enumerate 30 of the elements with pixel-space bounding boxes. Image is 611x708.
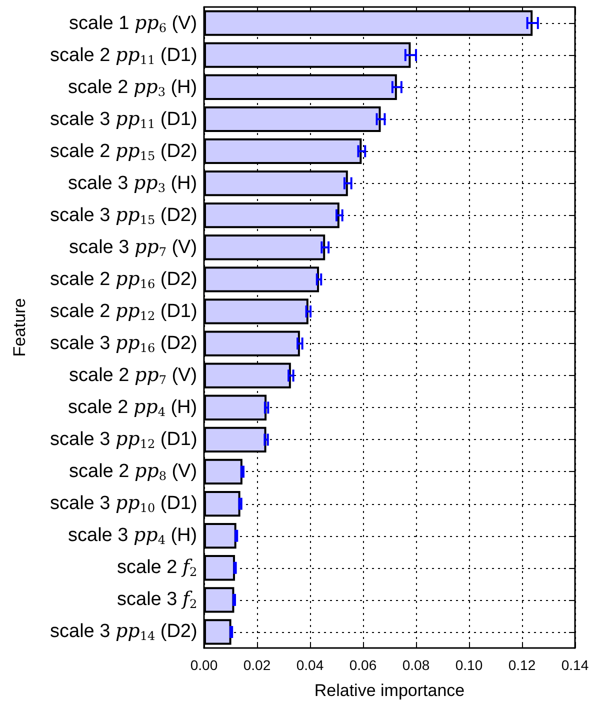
y-tick-label: scale 3 pp$_{4}$ (H) [68,524,198,548]
y-tick-label: scale 3 pp$_{7}$ (V) [69,236,198,259]
y-tick-label: scale 2 pp$_{3}$ (H) [68,76,198,99]
y-tick-label: scale 2 pp$_{12}$ (D1) [50,300,198,323]
y-tick-label: scale 3 pp$_{11}$ (D1) [50,108,198,131]
x-tick-label: 0.02 [243,657,271,673]
x-tick-label: 0.00 [190,657,218,673]
y-tick-label: scale 3 pp$_{12}$ (D1) [50,428,198,452]
y-tick-label: scale 3 f$_{2}$ [117,588,198,612]
y-tick-label: scale 2 pp$_{7}$ (V) [69,364,198,388]
y-tick-label: scale 3 pp$_{3}$ (H) [68,172,198,195]
y-tick-label: scale 1 pp$_{6}$ (V) [69,12,198,35]
y-tick-label: scale 3 pp$_{16}$ (D2) [50,332,198,356]
y-tick-label: scale 2 pp$_{16}$ (D2) [50,268,198,291]
y-tick-label: scale 2 pp$_{15}$ (D2) [50,140,198,163]
x-tick-label: 0.12 [508,657,536,673]
x-tick-label: 0.04 [296,657,324,673]
x-tick-label: 0.10 [455,657,483,673]
y-axis-title: Feature [10,298,29,357]
y-tick-label: scale 3 pp$_{15}$ (D2) [50,204,198,227]
y-tick-label: scale 2 pp$_{4}$ (H) [68,396,198,420]
x-tick-label: 0.08 [402,657,430,673]
x-axis-title: Relative importance [314,681,465,700]
y-tick-label: scale 2 pp$_{11}$ (D1) [50,44,198,67]
y-tick-label: scale 2 f$_{2}$ [117,556,198,580]
y-tick-label: scale 3 pp$_{14}$ (D2) [50,620,198,644]
y-tick-label: scale 2 pp$_{8}$ (V) [69,460,198,484]
y-tick-label: scale 3 pp$_{10}$ (D1) [50,492,198,516]
x-tick-label: 0.14 [561,657,589,673]
x-tick-label: 0.06 [349,657,377,673]
